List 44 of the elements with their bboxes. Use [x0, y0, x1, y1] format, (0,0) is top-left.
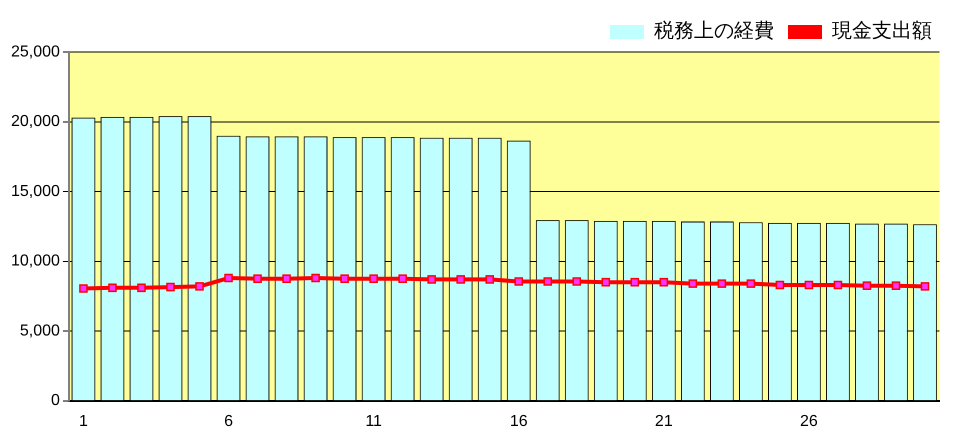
point: [920, 282, 930, 291]
point: [108, 284, 117, 292]
point: [195, 282, 204, 291]
y-tick-label: 0: [51, 392, 60, 410]
point: [718, 279, 726, 288]
point: [427, 275, 436, 284]
point: [862, 281, 872, 290]
point: [340, 274, 349, 284]
point: [398, 274, 407, 284]
point: [776, 280, 784, 290]
y-tick-label: 10,000: [11, 252, 60, 270]
point: [369, 274, 378, 284]
point: [311, 274, 320, 282]
legend-label: 現金支出額: [832, 18, 932, 42]
point: [543, 277, 552, 286]
point: [572, 277, 582, 286]
point: [834, 280, 842, 290]
point: [602, 278, 610, 286]
x-tick-label: 16: [510, 412, 528, 430]
point: [224, 274, 233, 282]
x-tick-label: 6: [224, 412, 234, 430]
y-tick-label: 15,000: [11, 182, 60, 200]
point: [137, 284, 146, 292]
point: [79, 284, 88, 293]
point: [630, 278, 640, 286]
x-tick-label: 11: [365, 412, 382, 430]
point: [514, 277, 524, 286]
y-tick-label: 25,000: [11, 43, 60, 60]
x-tick-label: 1: [78, 412, 88, 430]
y-tick-label: 20,000: [11, 113, 60, 130]
point: [282, 274, 291, 284]
point: [253, 274, 262, 284]
point: [166, 282, 175, 292]
point: [804, 280, 814, 290]
point: [660, 278, 668, 286]
legend-label: 税務上の経費: [654, 18, 774, 42]
x-tick-label: 21: [654, 412, 673, 430]
point: [485, 275, 494, 284]
point: [688, 279, 698, 288]
point: [892, 281, 900, 290]
x-tick-label: 26: [800, 412, 818, 430]
point: [746, 279, 756, 288]
point: [456, 275, 465, 284]
y-tick-label: 5,000: [20, 322, 60, 340]
